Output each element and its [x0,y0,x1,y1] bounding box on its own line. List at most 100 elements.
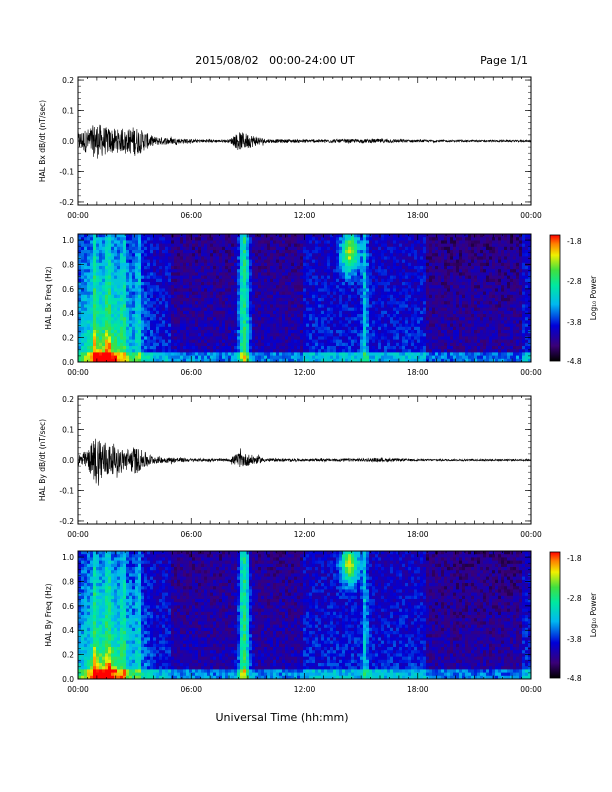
heatmap-cell [183,310,187,315]
heatmap-cell [324,333,328,337]
heatmap-cell [399,243,403,248]
heatmap-cell [237,346,241,350]
heatmap-cell [381,317,385,321]
heatmap-cell [381,272,385,276]
heatmap-cell [210,285,214,289]
heatmap-cell [378,278,382,283]
heatmap-cell [390,250,394,254]
heatmap-cell [177,294,181,299]
heatmap-cell [231,288,235,292]
heatmap-cell [348,275,352,280]
heatmap-cell [153,259,157,264]
heatmap-cell [135,349,139,353]
heatmap-cell [213,349,217,353]
heatmap-cell [381,256,385,260]
heatmap-cell [339,275,343,280]
heatmap-cell [423,246,427,251]
heatmap-cell [366,333,370,337]
heatmap-cell [426,282,430,286]
heatmap-cell [96,237,100,241]
heatmap-cell [339,256,343,260]
heatmap-cell [96,291,100,296]
heatmap-cell [261,285,265,289]
heatmap-cell [411,304,415,308]
heatmap-cell [306,250,310,254]
heatmap-cell [267,294,271,299]
heatmap-cell [438,250,442,254]
heatmap-cell [408,282,412,286]
heatmap-cell [378,243,382,248]
heatmap-cell [204,250,208,254]
heatmap-cell [186,288,190,292]
heatmap-cell [141,275,145,280]
heatmap-cell [195,320,199,324]
heatmap-cell [438,272,442,276]
heatmap-cell [240,262,244,267]
heatmap-cell [210,259,214,264]
heatmap-cell [99,342,103,347]
heatmap-cell [312,256,316,260]
heatmap-cell [393,336,397,340]
heatmap-cell [396,358,400,363]
heatmap-cell [114,314,118,318]
heatmap-cell [144,355,148,360]
heatmap-cell [237,342,241,347]
heatmap-cell [276,256,280,260]
heatmap-cell [267,272,271,276]
heatmap-cell [168,336,172,340]
heatmap-cell [213,355,217,360]
heatmap-cell [426,355,430,360]
heatmap-cell [210,301,214,305]
heatmap-cell [420,262,424,267]
heatmap-cell [195,288,199,292]
heatmap-cell [273,282,277,286]
heatmap-cell [306,342,310,347]
heatmap-cell [270,253,274,257]
heatmap-cell [183,301,187,305]
heatmap-cell [174,294,178,299]
heatmap-cell [96,266,100,270]
heatmap-cell [192,285,196,289]
heatmap-cell [351,259,355,264]
heatmap-cell [432,333,436,337]
heatmap-cell [390,320,394,324]
heatmap-cell [96,259,100,264]
heatmap-cell [132,275,136,280]
heatmap-cell [381,285,385,289]
heatmap-cell [279,278,283,283]
heatmap-cell [384,246,388,251]
heatmap-cell [222,262,226,267]
heatmap-cell [237,349,241,353]
heatmap-cell [240,237,244,241]
heatmap-cell [147,358,151,363]
heatmap-cell [375,259,379,264]
heatmap-cell [150,266,154,270]
heatmap-cell [255,294,259,299]
heatmap-cell [363,301,367,305]
heatmap-cell [300,256,304,260]
heatmap-cell [420,320,424,324]
heatmap-cell [312,259,316,264]
heatmap-cell [180,317,184,321]
heatmap-cell [153,317,157,321]
heatmap-cell [120,330,124,334]
heatmap-cell [111,333,115,337]
heatmap-cell [93,282,97,286]
heatmap-cell [96,298,100,302]
heatmap-cell [399,339,403,344]
heatmap-cell [366,339,370,344]
heatmap-cell [201,272,205,276]
heatmap-cell [108,259,112,264]
heatmap-cell [432,262,436,267]
heatmap-cell [195,269,199,273]
heatmap-cell [258,339,262,344]
heatmap-cell [321,317,325,321]
heatmap-cell [336,266,340,270]
heatmap-cell [291,342,295,347]
heatmap-cell [435,307,439,312]
heatmap-cell [171,266,175,270]
heatmap-cell [141,330,145,334]
heatmap-cell [249,346,253,350]
heatmap-cell [435,237,439,241]
heatmap-cell [420,310,424,315]
